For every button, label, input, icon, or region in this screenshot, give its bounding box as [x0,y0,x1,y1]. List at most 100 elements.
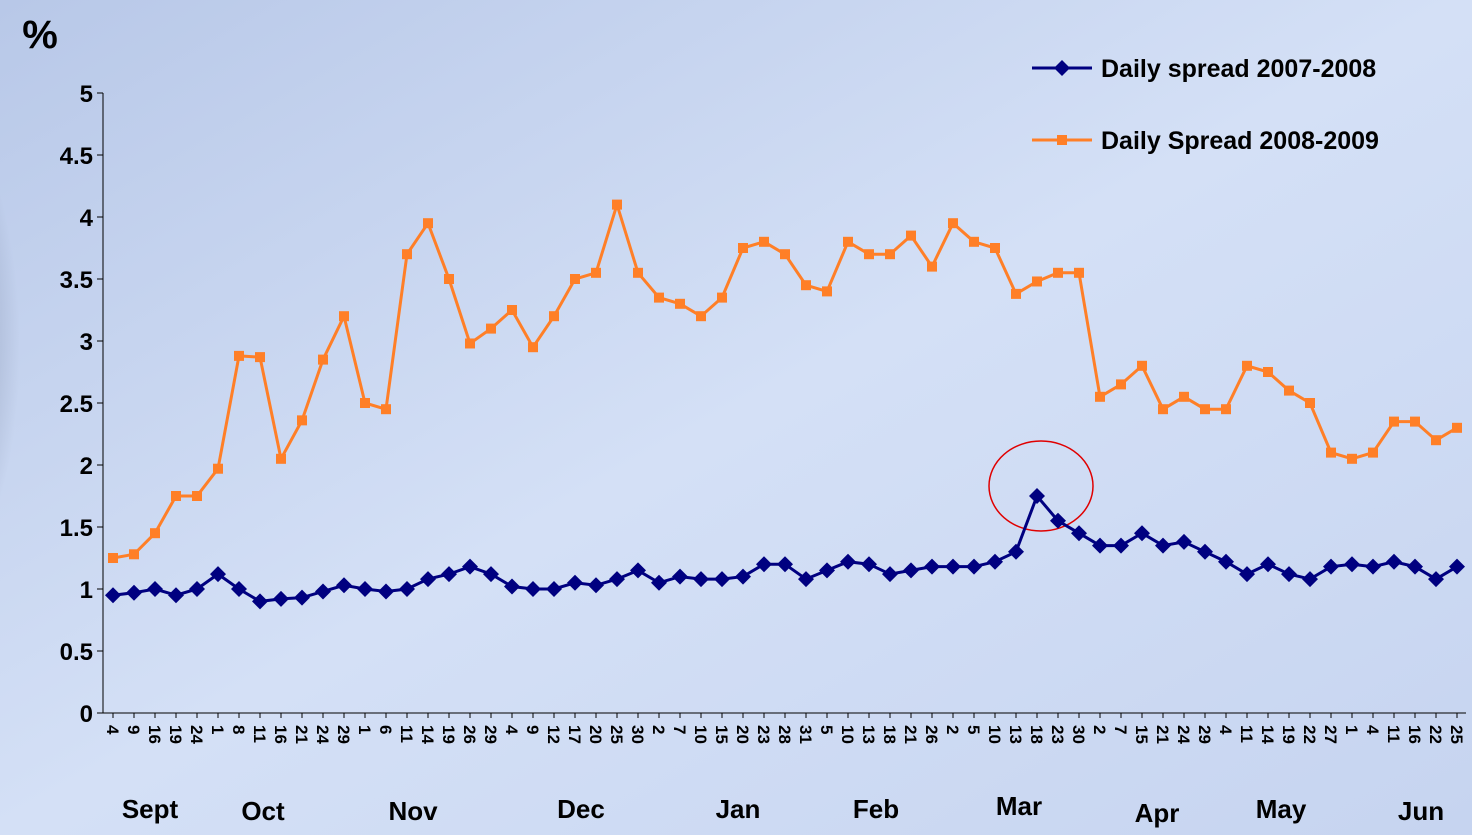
point [1428,571,1444,588]
x-tick-label: 4 [103,725,122,735]
point [1347,453,1357,464]
y-tick-label: 0 [80,701,93,728]
point [525,581,541,597]
point [1032,276,1042,287]
point [297,415,307,426]
point [1302,571,1318,588]
point [252,593,268,610]
point [462,558,478,575]
month-label: Apr [1135,798,1180,828]
point [1116,379,1126,390]
x-tick-label: 14 [418,725,437,744]
point [1197,543,1213,560]
point [1218,553,1234,570]
point [927,261,937,272]
point [777,556,793,573]
month-label: Jun [1398,796,1444,826]
x-tick-label: 29 [481,725,500,744]
point [819,562,835,579]
point [738,243,748,253]
point [966,558,982,575]
point [423,218,433,229]
x-tick-label: 5 [964,725,983,734]
point [150,528,160,539]
point [1095,391,1105,402]
x-tick-label: 13 [1006,725,1025,744]
point [717,292,727,303]
x-tick-label: 9 [124,725,143,734]
x-tick-label: 10 [691,725,710,744]
point [840,553,856,570]
x-tick-label: 11 [397,725,416,743]
point [504,578,520,595]
point [903,562,919,579]
month-label: Nov [388,796,438,826]
point [1137,360,1147,371]
x-tick-label: 19 [166,725,185,744]
point [1008,543,1024,560]
point [147,581,163,597]
y-tick-label: 2.5 [60,391,93,418]
point [990,243,1000,253]
point [945,558,961,575]
point [1134,525,1150,542]
x-tick-label: 23 [754,725,773,744]
y-tick-label: 5 [80,81,93,108]
point [1326,447,1336,458]
x-tick-label: 21 [292,725,311,744]
point [588,577,604,594]
point [129,549,139,560]
point [798,571,814,588]
point [612,199,622,210]
point [1323,558,1339,575]
x-tick-label: 29 [334,725,353,744]
x-tick-label: 24 [1174,725,1193,744]
x-tick-label: 13 [859,725,878,744]
x-tick-label: 25 [1447,725,1466,744]
point [651,574,667,591]
x-tick-label: 16 [1405,725,1424,744]
point [168,587,184,604]
point [171,491,181,501]
point [630,562,646,579]
point [231,581,247,597]
point [339,311,349,322]
point [906,230,916,241]
point [1452,422,1462,433]
point [1176,533,1192,550]
point [1239,566,1255,583]
point [1284,385,1294,396]
x-tick-label: 4 [1363,725,1382,735]
point [126,584,142,601]
point [1368,447,1378,458]
point [924,558,940,575]
point [108,553,118,563]
x-tick-label: 5 [817,725,836,734]
point [357,581,373,597]
point [696,311,706,322]
point [882,566,898,583]
x-tick-label: 4 [502,725,521,735]
point [1431,435,1441,446]
x-tick-label: 10 [838,725,857,744]
point [1158,404,1168,415]
point [1263,367,1273,377]
point [192,491,202,501]
point [1155,537,1171,554]
month-label: Sept [122,794,179,824]
point [210,566,226,583]
x-tick-label: 16 [145,725,164,744]
x-tick-label: 14 [1258,725,1277,744]
point [591,267,601,278]
y-tick-label: 1 [80,577,93,604]
x-tick-label: 11 [1237,725,1256,743]
x-tick-label: 26 [460,725,479,744]
legend-label: Daily spread 2007-2008 [1101,55,1376,83]
point [381,404,391,415]
point [234,350,244,361]
point [276,453,286,464]
point [780,249,790,260]
point [948,218,958,229]
